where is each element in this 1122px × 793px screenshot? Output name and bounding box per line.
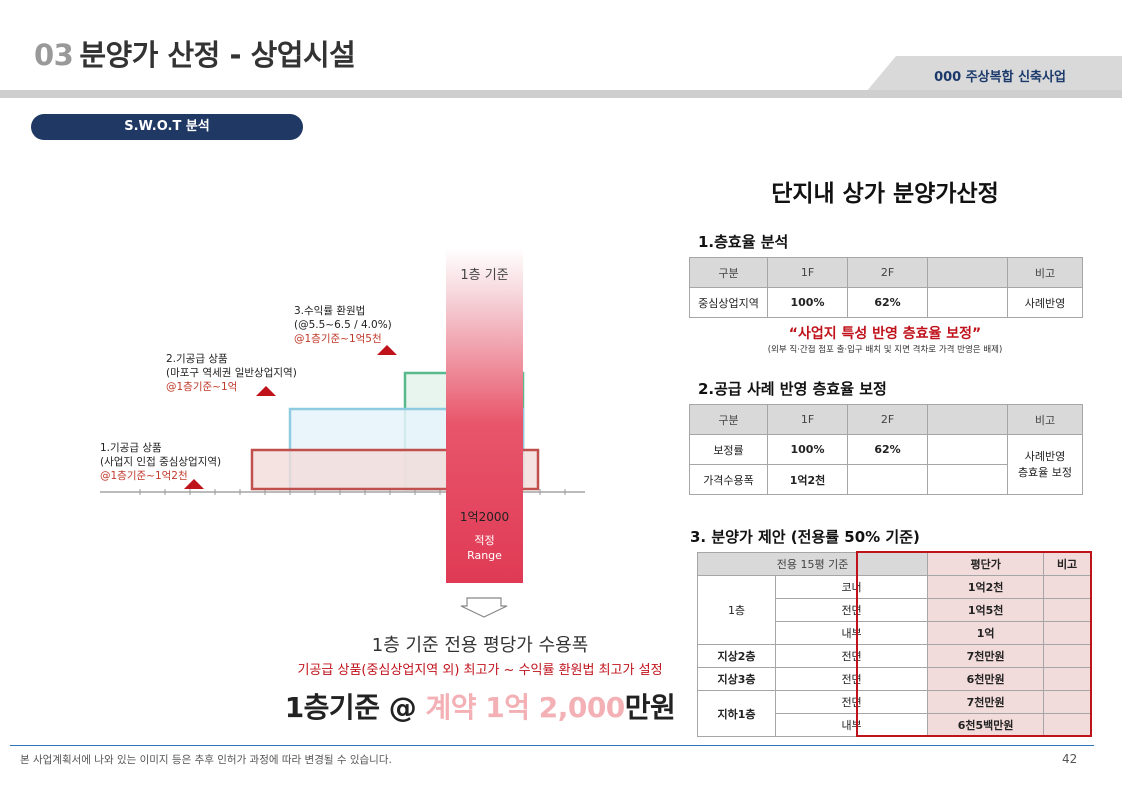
floor-efficiency-table: 구분 1F 2F 비고 중심상업지역 100% 62% 사례반영	[689, 257, 1083, 318]
section-2-title: 2.공급 사례 반영 층효율 보정	[698, 380, 887, 398]
footer-divider	[10, 745, 1094, 746]
section-1-title: 1.층효율 분석	[698, 233, 789, 251]
optimal-range-bar	[446, 248, 523, 583]
range-label: 1층 기준	[460, 268, 509, 283]
range-value: 1억2000	[459, 510, 510, 524]
project-name: 000 주상복합 신축사업	[934, 70, 1066, 85]
corrected-efficiency-table: 구분 1F 2F 비고 보정률 100% 62% 사례반영 층효율 보정 가격수용폭 1억2천	[689, 404, 1083, 495]
section-badge: S.W.O.T 분석	[31, 114, 303, 140]
marker-triangle-icon	[184, 479, 204, 489]
price-highlight-box	[856, 551, 1092, 737]
marker-triangle-icon	[377, 345, 397, 355]
price-proposal-table: 전용 15평 기준 평단가 비고 1층 코너 1억2천 전면 1억5천 내부 1억 지상2층…	[696, 552, 1091, 737]
project-tab	[866, 56, 1122, 92]
efficiency-quote: “사업지 특성 반영 층효율 보정”	[788, 326, 982, 342]
page-number: 42	[1062, 752, 1078, 766]
conclusion-note: 기공급 상품(중심상업지역 외) 최고가 ~ 수익률 환원법 최고가 설정	[297, 663, 663, 678]
note-supply-2: 2.기공급 상품 (마포구 역세권 일반상업지역) @1층기준~1억	[166, 353, 297, 393]
page-title: 03 분양가 산정 - 상업시설	[34, 38, 356, 72]
marker-triangle-icon	[256, 386, 276, 396]
range-text: 적정 Range	[467, 534, 502, 562]
section-3-title: 3. 분양가 제안 (전용률 50% 기준)	[690, 528, 920, 546]
note-supply-1: 1.기공급 상품 (사업지 인접 중심상업지역) @1층기준~1억2천	[100, 442, 222, 482]
footer-disclaimer: 본 사업계획서에 나와 있는 이미지 등은 추후 인허가 과정에 따라 변경될 …	[20, 754, 392, 766]
conclusion-subtitle: 1층 기준 전용 평당가 수용폭	[371, 635, 589, 656]
efficiency-note: (외부 직·간접 점포 출·입구 배치 및 지면 격차로 가격 반영은 배제)	[767, 345, 1003, 355]
header-divider	[0, 90, 1122, 98]
down-arrow-icon	[460, 597, 508, 618]
conclusion-price: 1층기준 @ 계약 1억 2,000만원	[284, 691, 676, 724]
right-title: 단지내 상가 분양가산정	[771, 181, 999, 207]
note-yield-method: 3.수익률 환원법 (@5.5~6.5 / 4.0%) @1층기준~1억5천	[294, 305, 392, 345]
